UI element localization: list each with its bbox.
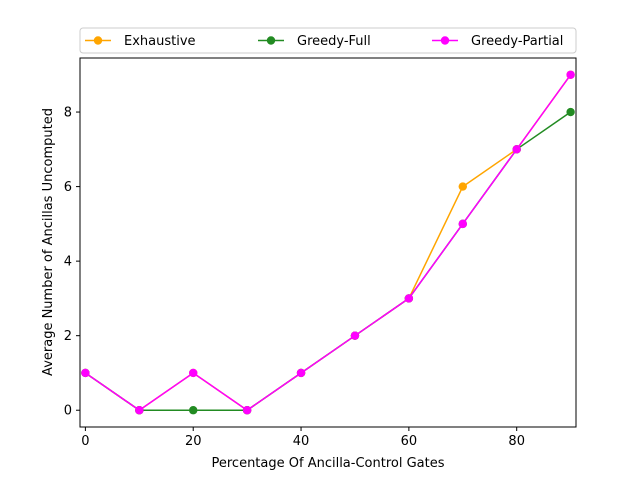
y-tick-label-0: 0 — [64, 404, 72, 419]
data-point-2-6 — [404, 294, 414, 303]
x-tick-label-3: 60 — [401, 434, 418, 449]
y-tick-label-4: 8 — [64, 106, 72, 121]
series-1 — [81, 107, 575, 415]
data-point-2-2 — [189, 368, 198, 378]
legend-marker-1 — [266, 36, 276, 45]
data-point-2-8 — [512, 145, 521, 154]
legend-box — [79, 27, 577, 54]
legend-label-0: Exhaustive — [124, 34, 196, 49]
data-point-2-7 — [458, 219, 467, 229]
axes-frame — [79, 57, 577, 428]
plot-marks — [81, 70, 575, 415]
data-point-2-0 — [81, 368, 90, 378]
data-point-2-1 — [135, 406, 144, 415]
series-line-2 — [84, 74, 572, 411]
data-point-2-5 — [350, 331, 360, 340]
x-tick-label-0: 0 — [81, 434, 89, 449]
data-point-1-2 — [189, 406, 198, 415]
y-tick-label-1: 2 — [64, 329, 72, 344]
y-axis-label: Average Number of Ancillas Uncomputed — [41, 108, 56, 376]
data-point-2-4 — [296, 368, 306, 378]
x-tick-label-1: 20 — [185, 434, 202, 449]
y-tick-label-2: 4 — [64, 255, 72, 270]
series-line-1 — [84, 111, 572, 411]
legend-label-2: Greedy-Partial — [471, 34, 563, 49]
data-point-1-9 — [566, 107, 575, 117]
data-point-0-7 — [458, 182, 467, 191]
series-line-0 — [84, 74, 572, 411]
data-point-2-3 — [242, 406, 252, 415]
legend-marker-0 — [93, 36, 103, 45]
data-point-2-9 — [566, 70, 575, 79]
axis-ticks: 0 20 40 60 80 0 2 4 6 8 — [64, 106, 525, 449]
legend: Exhaustive Greedy-Full Greedy-Partial — [79, 27, 577, 54]
x-axis-label: Percentage Of Ancilla-Control Gates — [211, 456, 444, 471]
series-2 — [81, 70, 575, 415]
x-tick-label-2: 40 — [293, 434, 310, 449]
x-tick-label-4: 80 — [508, 434, 525, 449]
series-0 — [81, 70, 575, 415]
legend-marker-2 — [440, 36, 450, 45]
legend-label-1: Greedy-Full — [297, 34, 371, 49]
y-tick-label-3: 6 — [64, 180, 72, 195]
